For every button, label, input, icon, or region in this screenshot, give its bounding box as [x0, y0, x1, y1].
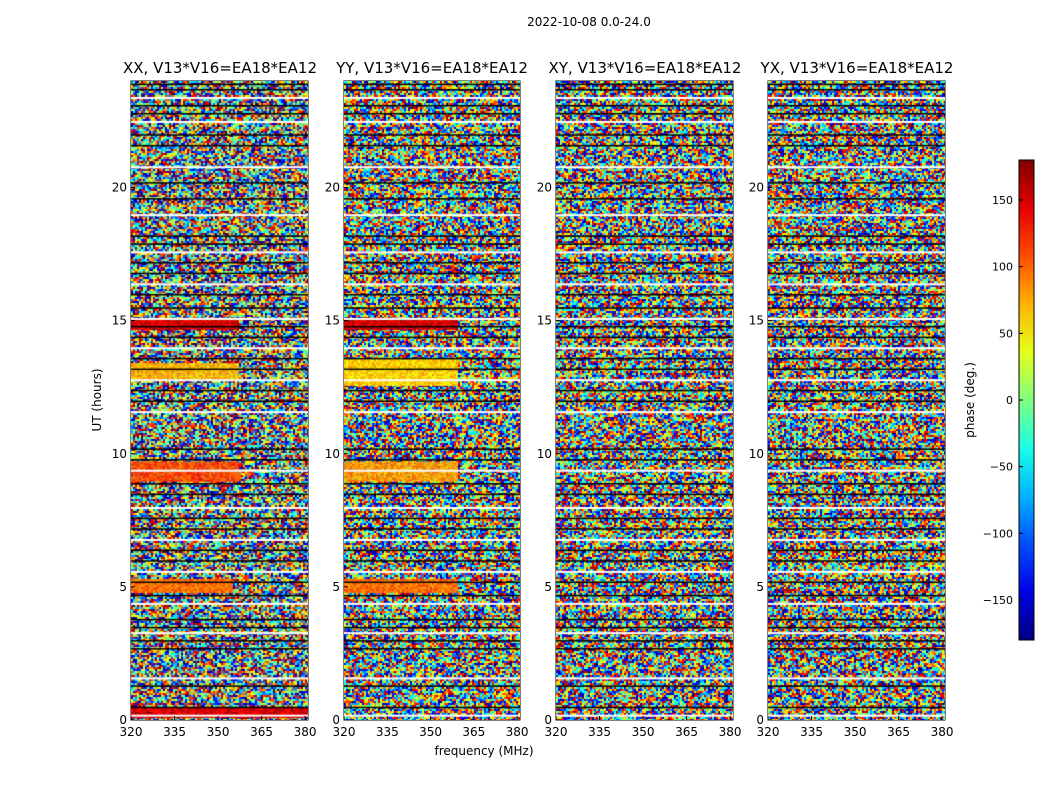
x-tick-label: 365: [675, 725, 698, 739]
y-tick-label: 10: [325, 447, 340, 461]
x-tick-label: 335: [163, 725, 186, 739]
x-tick-label: 350: [844, 725, 867, 739]
y-tick-label: 10: [112, 447, 127, 461]
y-axis-label: UT (hours): [90, 368, 104, 431]
panel-title: XY, V13*V16=EA18*EA12: [549, 59, 742, 77]
y-tick-label: 0: [119, 713, 127, 727]
x-tick-label: 365: [887, 725, 910, 739]
x-tick-label: 335: [376, 725, 399, 739]
x-tick-label: 365: [250, 725, 273, 739]
x-tick-label: 350: [632, 725, 655, 739]
x-axis-label: frequency (MHz): [434, 744, 533, 758]
y-tick-label: 10: [749, 447, 764, 461]
x-tick-label: 350: [207, 725, 230, 739]
x-tick-label: 335: [588, 725, 611, 739]
x-tick-label: 380: [294, 725, 317, 739]
x-tick-label: 380: [506, 725, 529, 739]
colorbar-label: phase (deg.): [963, 362, 977, 438]
y-tick-label: 15: [537, 314, 552, 328]
y-tick-label: 20: [749, 181, 764, 195]
panel-heatmap-image: [344, 81, 520, 720]
y-tick-label: 15: [112, 314, 127, 328]
colorbar-tick-label: −100: [983, 527, 1013, 540]
y-tick-label: 5: [756, 580, 764, 594]
x-tick-label: 350: [419, 725, 442, 739]
x-tick-label: 320: [120, 725, 143, 739]
colorbar-tick-label: 150: [992, 194, 1013, 207]
panel-heatmap-image: [768, 81, 945, 720]
y-tick-label: 20: [325, 181, 340, 195]
figure-suptitle: 2022-10-08 0.0-24.0: [527, 15, 651, 29]
y-tick-label: 20: [537, 181, 552, 195]
x-tick-label: 320: [333, 725, 356, 739]
panel-heatmap-image: [131, 81, 308, 720]
y-tick-label: 0: [756, 713, 764, 727]
y-tick-label: 0: [544, 713, 552, 727]
panel-title: YX, V13*V16=EA18*EA12: [760, 59, 954, 77]
x-tick-label: 380: [719, 725, 742, 739]
x-tick-label: 320: [545, 725, 568, 739]
y-tick-label: 0: [332, 713, 340, 727]
y-tick-label: 10: [537, 447, 552, 461]
y-tick-label: 15: [325, 314, 340, 328]
y-tick-label: 5: [544, 580, 552, 594]
x-tick-label: 380: [931, 725, 954, 739]
colorbar-tick-label: 50: [999, 327, 1013, 340]
x-tick-label: 335: [800, 725, 823, 739]
colorbar-tick-label: −50: [990, 461, 1013, 474]
x-tick-label: 365: [462, 725, 485, 739]
colorbar-tick-label: 100: [992, 261, 1013, 274]
colorbar: phase (deg.) 150 100 50 0 −50 −100 −150: [963, 159, 1035, 641]
y-tick-label: 15: [749, 314, 764, 328]
x-tick-label: 320: [757, 725, 780, 739]
colorbar-tick-label: 0: [1006, 394, 1013, 407]
panel-title: XX, V13*V16=EA18*EA12: [123, 59, 317, 77]
y-tick-label: 20: [112, 181, 127, 195]
y-tick-label: 5: [332, 580, 340, 594]
y-tick-label: 5: [119, 580, 127, 594]
panel-title: YY, V13*V16=EA18*EA12: [335, 59, 528, 77]
panel-heatmap-image: [556, 81, 733, 720]
colorbar-tick-label: −150: [983, 594, 1013, 607]
